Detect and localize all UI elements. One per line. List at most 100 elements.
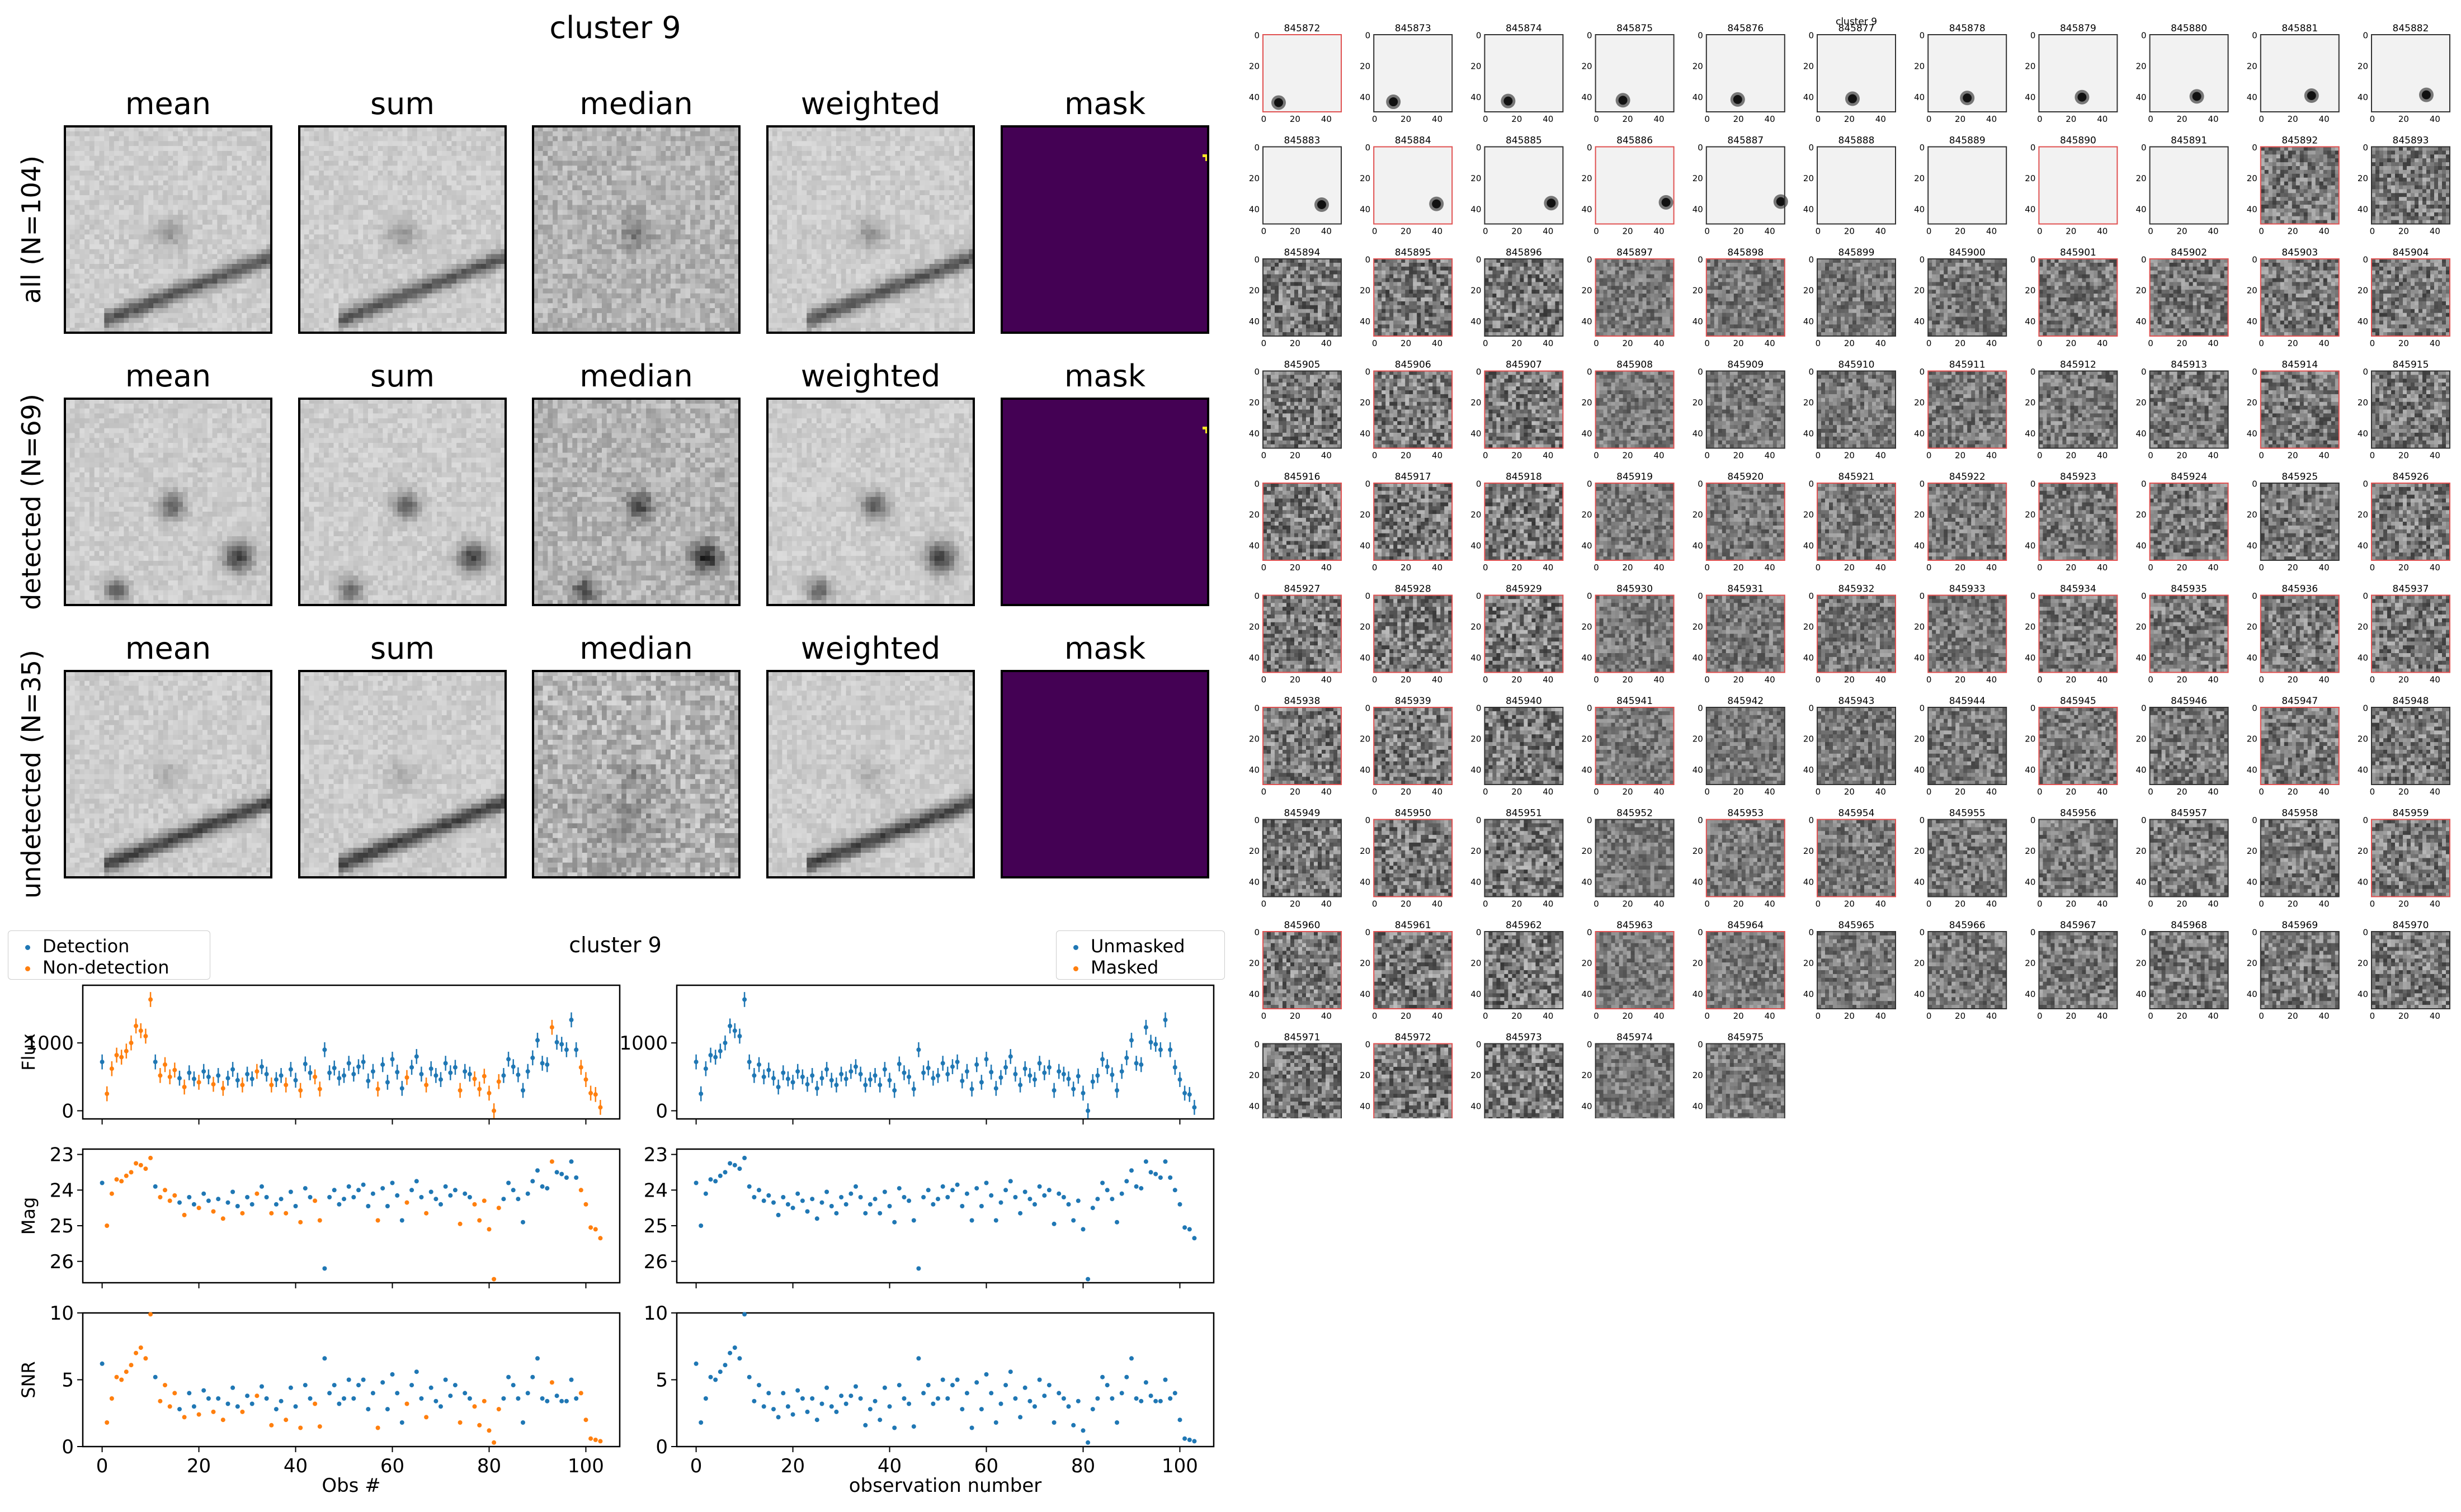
pixel [451, 308, 457, 314]
pixel [611, 131, 617, 137]
pixel [192, 215, 198, 220]
pixel [202, 284, 208, 289]
pixel [582, 249, 588, 255]
pixel [407, 249, 413, 255]
pixel [631, 278, 637, 284]
pixel [261, 308, 267, 314]
pixel [538, 244, 544, 250]
pixel [104, 224, 110, 230]
pixel [114, 323, 120, 328]
pixel [153, 205, 159, 210]
pixel [577, 229, 583, 235]
pixel [343, 175, 349, 181]
pixel [451, 268, 457, 275]
pixel [597, 180, 602, 186]
pixel [79, 175, 85, 181]
pixel [79, 219, 85, 225]
pixel [227, 323, 233, 328]
pixel [446, 303, 452, 309]
pixel [237, 150, 242, 157]
pixel [358, 180, 364, 186]
pixel [422, 273, 428, 279]
pixel [734, 224, 740, 230]
pixel [650, 180, 657, 186]
pixel [666, 155, 671, 162]
pixel [705, 185, 710, 191]
pixel [168, 175, 173, 181]
pixel [592, 141, 597, 147]
pixel [606, 190, 612, 196]
pixel [79, 185, 85, 191]
pixel [646, 150, 652, 157]
pixel [333, 150, 339, 157]
pixel [227, 278, 233, 284]
pixel [109, 136, 115, 141]
pixel [441, 259, 447, 264]
pixel [304, 259, 310, 264]
pixel [373, 146, 379, 152]
pixel [227, 126, 233, 132]
pixel [202, 175, 208, 181]
pixel [89, 328, 95, 333]
pixel [328, 136, 334, 141]
pixel [173, 303, 178, 309]
pixel [577, 284, 583, 289]
pixel [104, 308, 110, 314]
pixel [383, 131, 388, 137]
pixel [734, 195, 740, 201]
pixel [358, 303, 364, 309]
pixel [251, 195, 257, 201]
pixel [606, 155, 612, 162]
pixel [202, 146, 208, 152]
column-label: mean [125, 86, 211, 121]
pixel [192, 268, 198, 275]
pixel [729, 210, 735, 215]
pixel [734, 210, 740, 215]
pixel [158, 328, 164, 333]
pixel [417, 224, 423, 230]
pixel [232, 254, 238, 259]
pixel [134, 323, 139, 328]
pixel [392, 313, 398, 319]
pixel [471, 185, 477, 191]
pixel [119, 131, 125, 137]
pixel [476, 166, 482, 171]
pixel [397, 136, 403, 141]
pixel [685, 195, 691, 201]
pixel [456, 171, 462, 176]
pixel [158, 249, 164, 255]
pixel [129, 155, 134, 162]
pixel [378, 254, 383, 259]
pixel [358, 254, 364, 259]
pixel [368, 264, 374, 270]
pixel [202, 249, 208, 255]
pixel [496, 200, 501, 206]
pixel [163, 229, 169, 235]
pixel [207, 219, 213, 225]
pixel [99, 171, 105, 176]
pixel [328, 323, 334, 328]
pixel [695, 195, 701, 201]
pixel [446, 219, 452, 225]
pixel [422, 195, 428, 201]
pixel [602, 126, 607, 132]
pixel [119, 200, 125, 206]
pixel [441, 328, 447, 333]
pixel [680, 200, 686, 206]
pixel [485, 234, 492, 240]
pixel [710, 171, 715, 176]
pixel [466, 264, 472, 270]
pixel [378, 160, 383, 166]
pixel [538, 229, 544, 235]
pixel [232, 244, 238, 250]
pixel [476, 303, 482, 309]
pixel [114, 249, 120, 255]
pixel [533, 150, 539, 157]
pixel [119, 303, 125, 309]
pixel [427, 234, 432, 240]
pixel [153, 166, 159, 171]
pixel [207, 224, 213, 230]
pixel [187, 210, 194, 215]
pixel [685, 136, 691, 141]
pixel [304, 210, 310, 215]
